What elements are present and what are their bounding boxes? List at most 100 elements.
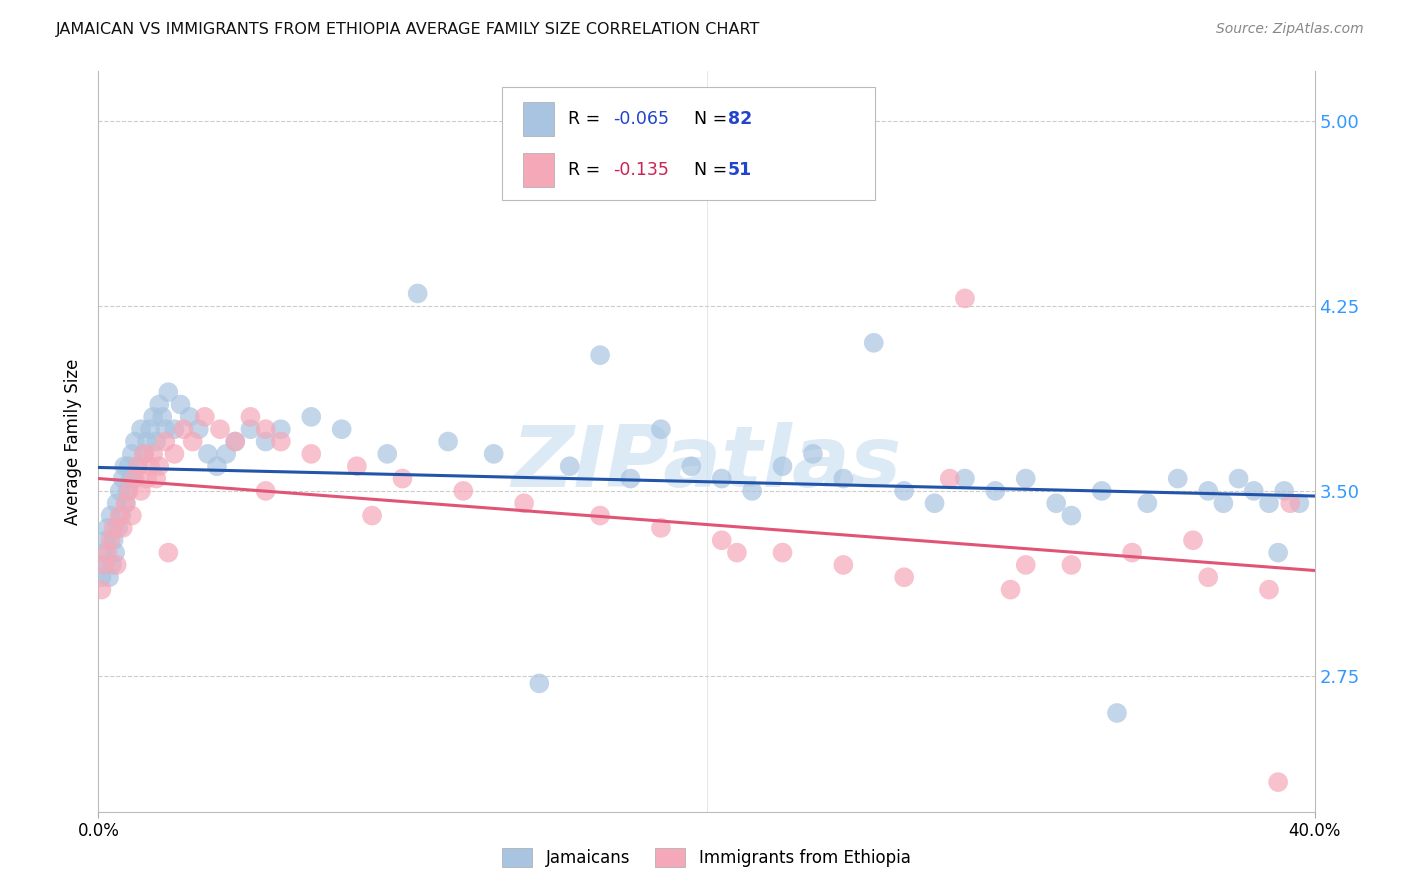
Text: R =: R = (568, 110, 606, 128)
Point (124, 472, 146, 486)
Point (136, 434, 159, 449)
Point (93, 546, 115, 560)
Text: JAMAICAN VS IMMIGRANTS FROM ETHIOPIA AVERAGE FAMILY SIZE CORRELATION CHART: JAMAICAN VS IMMIGRANTS FROM ETHIOPIA AVE… (56, 22, 761, 37)
Point (299, 409, 322, 424)
Point (150, 409, 173, 424)
Text: ZIPatlas: ZIPatlas (512, 422, 901, 505)
Point (114, 496, 136, 510)
Point (205, 459, 228, 474)
Point (93, 558, 115, 572)
Point (681, 459, 703, 474)
Point (179, 409, 201, 424)
Point (163, 422, 186, 436)
Point (254, 434, 277, 449)
Point (1197, 570, 1219, 584)
Text: 82: 82 (728, 110, 752, 128)
Point (1000, 582, 1022, 597)
Point (482, 447, 505, 461)
Point (127, 459, 149, 474)
Point (1121, 546, 1143, 560)
Point (924, 496, 946, 510)
Point (1267, 546, 1289, 560)
Point (1182, 533, 1205, 548)
Point (254, 422, 277, 436)
Text: N =: N = (683, 110, 733, 128)
Point (194, 409, 217, 424)
Point (406, 286, 429, 301)
Point (145, 472, 167, 486)
Point (375, 447, 398, 461)
Point (148, 459, 170, 474)
Point (145, 434, 167, 449)
Point (1091, 483, 1114, 498)
Point (129, 422, 152, 436)
Point (100, 508, 122, 523)
Point (1258, 496, 1281, 510)
Text: Source: ZipAtlas.com: Source: ZipAtlas.com (1216, 22, 1364, 37)
Point (772, 546, 794, 560)
Point (270, 422, 292, 436)
Point (90, 582, 112, 597)
Point (1105, 706, 1128, 720)
Point (239, 422, 262, 436)
Point (157, 385, 180, 400)
Point (254, 483, 277, 498)
Point (346, 459, 368, 474)
Point (108, 508, 131, 523)
Point (132, 447, 155, 461)
Point (650, 521, 672, 535)
Point (136, 472, 159, 486)
Point (939, 472, 962, 486)
Point (1015, 558, 1038, 572)
Point (209, 422, 232, 436)
Point (121, 508, 143, 523)
Point (1197, 483, 1219, 498)
Point (111, 472, 134, 486)
Point (107, 521, 129, 535)
Point (710, 533, 733, 548)
Point (155, 434, 177, 449)
Point (142, 409, 165, 424)
Point (120, 472, 142, 486)
Point (110, 508, 132, 523)
Point (1167, 472, 1189, 486)
Point (104, 546, 127, 560)
Point (529, 676, 551, 690)
Point (953, 292, 976, 306)
Point (100, 533, 122, 548)
Point (453, 483, 475, 498)
Point (710, 472, 733, 486)
Text: -0.135: -0.135 (613, 161, 669, 179)
Point (832, 558, 855, 572)
Point (103, 521, 125, 535)
Text: R =: R = (568, 161, 612, 179)
Point (953, 472, 976, 486)
Point (215, 447, 238, 461)
Point (117, 483, 139, 498)
Point (239, 409, 262, 424)
Point (139, 459, 162, 474)
Point (893, 483, 915, 498)
Point (862, 335, 884, 350)
Point (129, 483, 152, 498)
Point (111, 521, 134, 535)
Point (187, 422, 209, 436)
Point (1045, 496, 1067, 510)
Point (114, 496, 136, 510)
Point (105, 496, 128, 510)
Point (101, 558, 124, 572)
Point (94, 533, 117, 548)
Point (1227, 472, 1250, 486)
Y-axis label: Average Family Size: Average Family Size (65, 359, 83, 524)
Point (157, 546, 180, 560)
Point (589, 508, 612, 523)
Text: 51: 51 (728, 161, 752, 179)
Point (142, 447, 165, 461)
Point (619, 472, 641, 486)
Point (118, 483, 141, 498)
Point (108, 483, 131, 498)
Point (801, 447, 824, 461)
Point (1212, 496, 1234, 510)
Point (91, 558, 114, 572)
Point (1136, 496, 1159, 510)
